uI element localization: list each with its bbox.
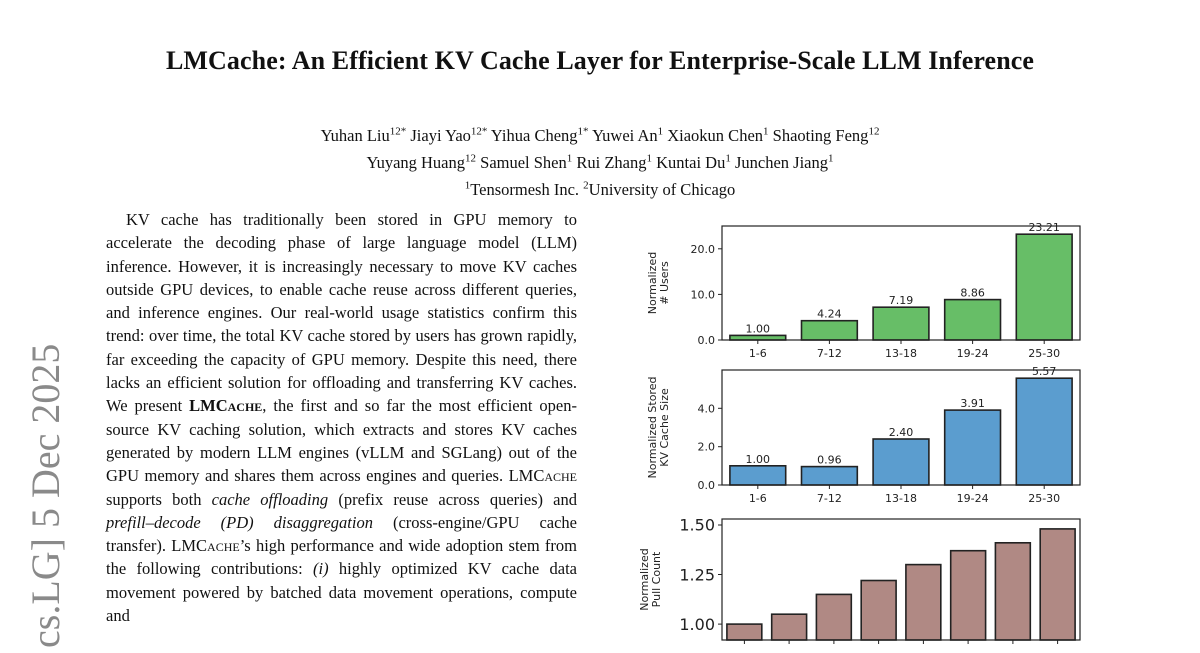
author-b-0: Yuyang Huang12 bbox=[366, 152, 477, 172]
bar-charts: 1.00 1-6 4.24 7-12 7.19 13-18 8.86 19-24 23.21 25… bbox=[638, 221, 1081, 653]
lmcache-name-bold: LMCache bbox=[189, 396, 263, 416]
ytick-label-2-1: 1.25 bbox=[679, 565, 715, 584]
axes-frame-1 bbox=[721, 369, 1081, 486]
ytick-label-2-0: 1.00 bbox=[679, 615, 715, 634]
affiliation-1: 2University of Chicago bbox=[583, 179, 736, 199]
abstract-text: KV cache has traditionally been stored i… bbox=[106, 210, 578, 626]
data-label-1-0: 1.00 bbox=[746, 453, 771, 466]
data-label-1-1: 0.96 bbox=[817, 454, 842, 467]
ylabel-2-1: Pull Count bbox=[650, 551, 663, 607]
ytick-label-0-0: 0.0 bbox=[698, 334, 716, 347]
xtick-label-0-0: 1-6 bbox=[749, 347, 767, 360]
author-b-1: Samuel Shen1 bbox=[480, 152, 573, 172]
xtick-label-0-4: 25-30 bbox=[1028, 347, 1060, 360]
bar-1-0 bbox=[729, 465, 787, 486]
data-label-0-1: 4.24 bbox=[817, 308, 842, 321]
bar-1-3 bbox=[943, 409, 1002, 486]
ytick-label-1-1: 2.0 bbox=[698, 441, 716, 454]
bar-1-2 bbox=[872, 438, 930, 486]
author-3: Yuwei An1 bbox=[592, 125, 664, 145]
data-label-1-4: 5.57 bbox=[1032, 365, 1057, 378]
bar-0-3 bbox=[943, 298, 1002, 341]
ylabel-1-1: KV Cache Size bbox=[658, 388, 671, 467]
axes-frame-0 bbox=[721, 225, 1081, 341]
author-line-1: Yuhan Liu12* Jiayi Yao12* Yihua Cheng1* … bbox=[0, 120, 1200, 147]
author-b-2: Rui Zhang1 bbox=[576, 152, 653, 172]
author-5: Shaoting Feng12 bbox=[772, 125, 880, 145]
arxiv-stamp: cs.LG] 5 Dec 2025 bbox=[23, 343, 68, 648]
author-b-4: Junchen Jiang1 bbox=[734, 152, 834, 172]
bar-0-4 bbox=[1015, 233, 1073, 341]
paper-title: LMCache: An Efficient KV Cache Layer for… bbox=[165, 46, 1035, 75]
xtick-label-1-4: 25-30 bbox=[1028, 492, 1060, 505]
author-0: Yuhan Liu12* bbox=[320, 125, 407, 145]
ytick-label-0-2: 20.0 bbox=[691, 243, 716, 256]
bar-1-4 bbox=[1015, 377, 1073, 486]
author-block: Yuhan Liu12* Jiayi Yao12* Yihua Cheng1* … bbox=[0, 120, 1200, 201]
bar-2-7 bbox=[1039, 528, 1076, 641]
data-label-0-4: 23.21 bbox=[1028, 221, 1060, 234]
data-label-0-0: 1.00 bbox=[746, 322, 771, 335]
affiliation-0: 1Tensormesh Inc. bbox=[464, 179, 580, 199]
xtick-label-1-1: 7-12 bbox=[817, 492, 842, 505]
bar-0-0 bbox=[729, 334, 787, 341]
xtick-label-0-1: 7-12 bbox=[817, 347, 842, 360]
bar-1-1 bbox=[800, 465, 859, 486]
ytick-label-1-0: 0.0 bbox=[698, 479, 716, 492]
bar-2-2 bbox=[815, 593, 853, 641]
xtick-label-1-0: 1-6 bbox=[749, 492, 767, 505]
axes-frame-2 bbox=[721, 518, 1081, 641]
bar-2-4 bbox=[905, 563, 942, 641]
bar-2-3 bbox=[860, 579, 897, 641]
author-line-2: Yuyang Huang12 Samuel Shen1 Rui Zhang1 K… bbox=[0, 147, 1200, 174]
bar-0-1 bbox=[800, 319, 859, 341]
xtick-label-1-2: 13-18 bbox=[885, 492, 917, 505]
bar-2-6 bbox=[994, 541, 1032, 641]
ytick-label-2-2: 1.50 bbox=[679, 516, 715, 535]
ytick-label-1-2: 4.0 bbox=[698, 402, 716, 415]
ylabel-2-0: Normalized bbox=[638, 548, 651, 610]
ylabel-1-0: Normalized Stored bbox=[646, 377, 659, 479]
bar-2-5 bbox=[949, 549, 987, 641]
ytick-label-0-1: 10.0 bbox=[691, 288, 716, 301]
ylabel-0-0: Normalized bbox=[646, 252, 659, 314]
bar-0-2 bbox=[872, 306, 930, 341]
author-4: Xiaokun Chen1 bbox=[667, 125, 769, 145]
data-label-1-3: 3.91 bbox=[960, 397, 985, 410]
data-label-1-2: 2.40 bbox=[889, 426, 914, 439]
bar-2-0 bbox=[726, 623, 763, 641]
author-1: Jiayi Yao12* bbox=[410, 125, 488, 145]
affiliations: 1Tensormesh Inc. 2University of Chicago bbox=[0, 174, 1200, 201]
data-label-0-3: 8.86 bbox=[960, 287, 985, 300]
figure-panels: 1.00 1-6 4.24 7-12 7.19 13-18 8.86 19-24 23.21 25… bbox=[630, 210, 1100, 653]
bar-2-1 bbox=[770, 613, 808, 641]
author-b-3: Kuntai Du1 bbox=[656, 152, 731, 172]
xtick-label-0-3: 19-24 bbox=[957, 347, 989, 360]
author-2: Yihua Cheng1* bbox=[490, 125, 589, 145]
xtick-label-0-2: 13-18 bbox=[885, 347, 917, 360]
ylabel-0-1: # Users bbox=[658, 261, 671, 305]
data-label-0-2: 7.19 bbox=[889, 294, 914, 307]
xtick-label-1-3: 19-24 bbox=[957, 492, 989, 505]
